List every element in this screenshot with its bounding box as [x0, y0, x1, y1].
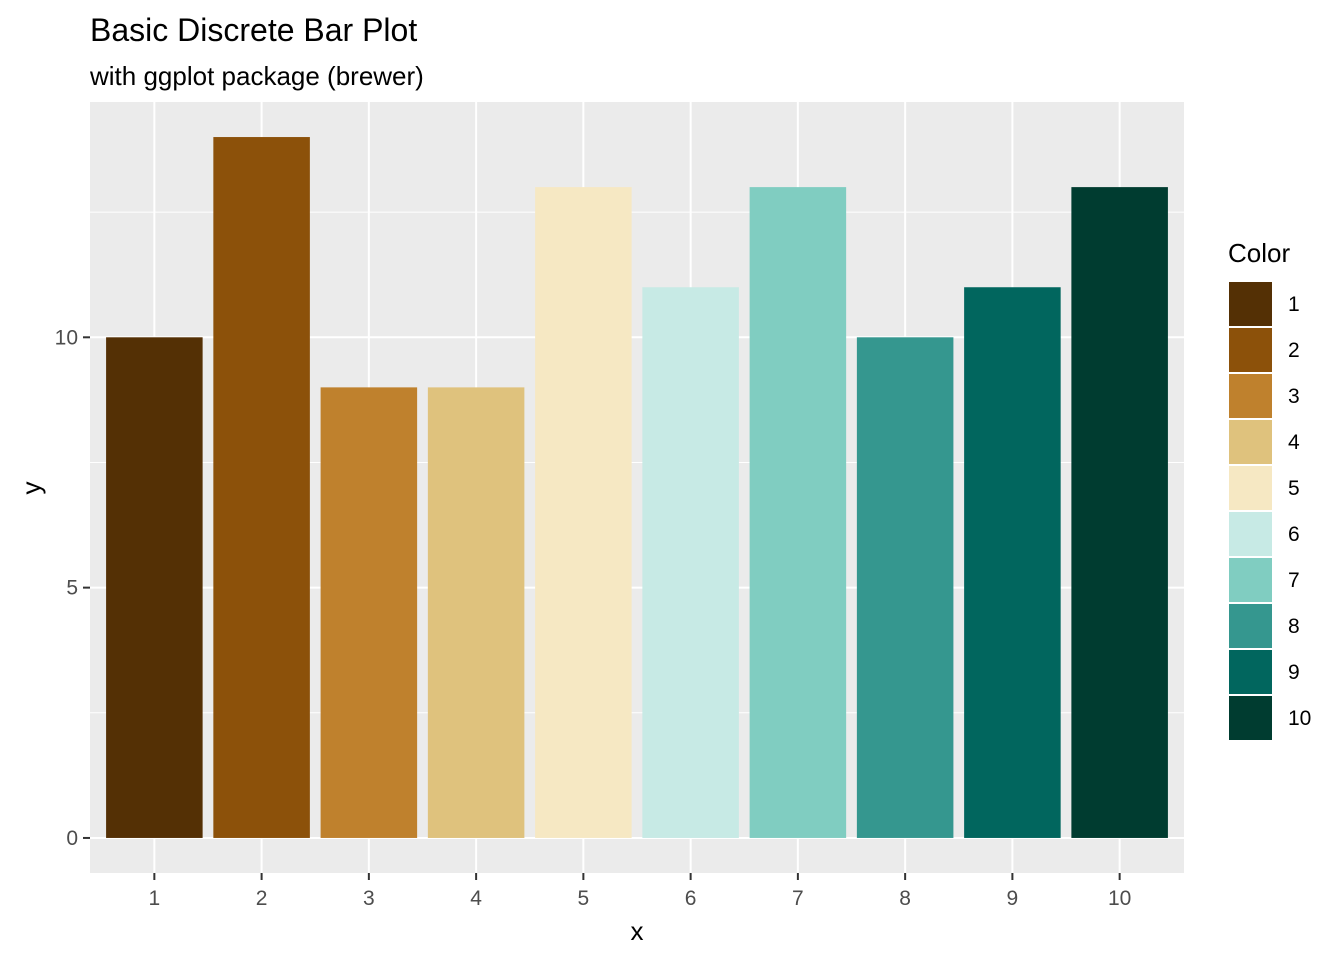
legend-title: Color [1228, 238, 1290, 268]
bar-1 [106, 337, 203, 838]
legend-key-4 [1227, 418, 1274, 466]
legend: Color 1 2 3 4 5 6 7 8 9 10 [1227, 238, 1311, 742]
x-tick-label: 4 [470, 887, 482, 910]
legend-label-8: 8 [1288, 615, 1300, 638]
x-tick-label: 8 [899, 887, 911, 910]
bar-3 [320, 387, 418, 838]
x-tick-label: 1 [149, 887, 161, 910]
bar-9 [964, 287, 1061, 838]
legend-label-7: 7 [1288, 569, 1300, 592]
legend-label-6: 6 [1288, 523, 1300, 546]
bar-7 [749, 187, 847, 838]
x-tick-label: 3 [363, 887, 375, 910]
x-tick-label: 5 [578, 887, 590, 910]
legend-label-4: 4 [1288, 431, 1300, 454]
legend-label-5: 5 [1288, 477, 1300, 500]
y-axis: 0 5 10 [55, 326, 90, 850]
legend-key-1 [1227, 280, 1274, 328]
legend-items: 1 2 3 4 5 6 7 8 9 10 [1227, 280, 1311, 742]
legend-key-7 [1227, 556, 1274, 604]
y-tick-label: 0 [66, 827, 78, 850]
x-tick-label: 7 [792, 887, 804, 910]
x-tick-label: 2 [256, 887, 268, 910]
legend-label-9: 9 [1288, 661, 1300, 684]
y-axis-title: y [16, 482, 46, 495]
legend-key-8 [1227, 602, 1274, 650]
legend-label-2: 2 [1288, 339, 1300, 362]
legend-label-1: 1 [1288, 293, 1300, 316]
chart-subtitle: with ggplot package (brewer) [89, 61, 424, 91]
x-axis: 1 2 3 4 5 6 7 8 9 10 [149, 873, 1131, 910]
bar-10 [1071, 187, 1168, 838]
bars [106, 137, 1168, 838]
x-tick-label: 9 [1007, 887, 1019, 910]
x-axis-title: x [631, 916, 644, 946]
x-tick-label: 10 [1108, 887, 1131, 910]
legend-label-10: 10 [1288, 707, 1311, 730]
chart-title: Basic Discrete Bar Plot [90, 12, 417, 48]
legend-key-3 [1227, 372, 1274, 420]
legend-key-10 [1227, 694, 1274, 742]
legend-label-3: 3 [1288, 385, 1300, 408]
bar-8 [856, 337, 954, 838]
bar-5 [535, 187, 632, 838]
x-tick-label: 6 [685, 887, 697, 910]
legend-key-9 [1227, 648, 1274, 696]
bar-6 [642, 287, 739, 838]
legend-key-2 [1227, 326, 1274, 374]
legend-key-5 [1227, 464, 1274, 512]
legend-key-6 [1227, 510, 1274, 558]
bar-4 [427, 387, 525, 838]
y-tick-label: 10 [55, 326, 78, 349]
bar-2 [213, 137, 310, 838]
y-tick-label: 5 [66, 577, 78, 600]
